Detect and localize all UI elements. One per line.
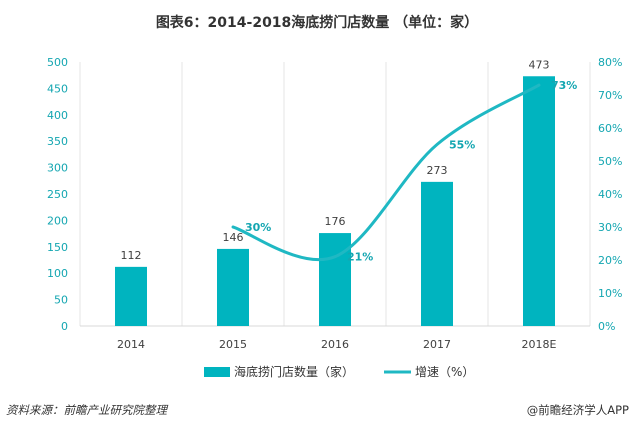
bar-label-2018E: 473 [529, 58, 550, 71]
x-tick-label: 2016 [321, 338, 349, 351]
bar-label-2016: 176 [325, 215, 346, 228]
x-tick-label: 2018E [522, 338, 557, 351]
y-right-tick-label: 80% [598, 56, 622, 69]
growth-label-2018E: 73% [551, 79, 577, 92]
bar-2014 [115, 266, 147, 326]
y-left-tick-label: 100 [47, 267, 68, 280]
y-right-tick-label: 50% [598, 155, 622, 168]
y-left-tick-label: 50 [54, 294, 68, 307]
x-tick-label: 2014 [117, 338, 145, 351]
growth-label-2016: 21% [347, 251, 373, 264]
footer-credit: @前瞻经济学人APP [527, 403, 629, 417]
y-left-tick-label: 0 [61, 320, 68, 333]
y-left-tick-label: 400 [47, 109, 68, 122]
growth-label-2015: 30% [245, 221, 271, 234]
y-left-tick-label: 150 [47, 241, 68, 254]
footer-source: 资料来源：前瞻产业研究院整理 [6, 403, 168, 417]
legend-label-bar: 海底捞门店数量（家） [234, 364, 354, 379]
legend: 海底捞门店数量（家） 增速（%） [204, 364, 474, 379]
y-right-tick-label: 30% [598, 221, 622, 234]
bar-label-2017: 273 [427, 164, 448, 177]
y-right-tick-label: 40% [598, 188, 622, 201]
chart-title: 图表6：2014-2018海底捞门店数量 （单位：家） [156, 14, 478, 31]
y-left-tick-label: 250 [47, 188, 68, 201]
growth-line [231, 83, 541, 262]
y-right-tick-label: 10% [598, 287, 622, 300]
bar-2015 [217, 248, 249, 326]
bar-2018E [523, 76, 555, 326]
y-left-tick-label: 300 [47, 162, 68, 175]
y-left-tick-label: 200 [47, 214, 68, 227]
bar-label-2014: 112 [121, 249, 142, 262]
y-left-tick-label: 450 [47, 82, 68, 95]
y-right-tick-label: 60% [598, 122, 622, 135]
x-tick-label: 2015 [219, 338, 247, 351]
bar-2017 [421, 181, 453, 326]
y-left-tick-label: 350 [47, 135, 68, 148]
plot-area: 0 50 100 150 200 250 300 350 400 450 500 0% 10% 20% 30… [47, 56, 622, 351]
y-right-tick-label: 70% [598, 89, 622, 102]
y-right-tick-label: 20% [598, 254, 622, 267]
y-right-tick-label: 0% [598, 320, 615, 333]
growth-label-2017: 55% [449, 139, 475, 152]
legend-label-line: 增速（%） [415, 365, 474, 379]
x-tick-label: 2017 [423, 338, 451, 351]
y-left-tick-label: 500 [47, 56, 68, 69]
bar-2016 [319, 233, 351, 326]
legend-swatch-bar [204, 367, 230, 377]
bar-label-2015: 146 [223, 231, 244, 244]
